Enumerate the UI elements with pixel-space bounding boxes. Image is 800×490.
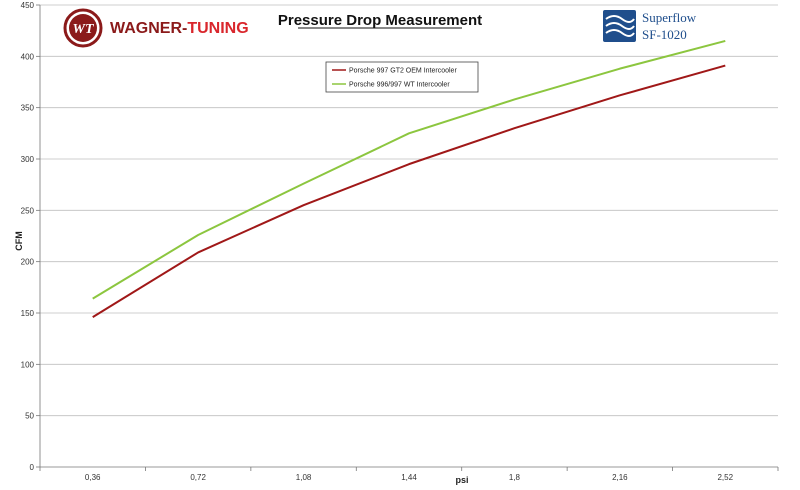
x-tick-labels: 0,36 0,72 1,08 1,44 1,8 2,16 2,52: [39, 467, 779, 482]
legend-entry-wt: Porsche 996/997 WT Intercooler: [349, 82, 450, 89]
x-axis-label: psi: [455, 475, 468, 485]
y-tick-label: 100: [21, 360, 35, 369]
y-tick-label: 200: [21, 258, 35, 267]
axes: [39, 5, 778, 468]
superflow-wave-3-icon: [605, 29, 635, 37]
x-tick-label: 1,08: [296, 473, 312, 482]
series-lines: [92, 39, 726, 318]
chart-title: Pressure Drop Measurement: [278, 12, 482, 29]
y-tick-labels: 0 50 100 150 200 250 300 350 400 450: [21, 1, 40, 472]
legend: Porsche 997 GT2 OEM Intercooler Porsche …: [325, 61, 479, 93]
x-tick-label: 2,16: [612, 473, 628, 482]
y-tick-label: 50: [25, 412, 34, 421]
y-tick-label: 250: [21, 206, 35, 215]
superflow-wave-1-icon: [605, 15, 635, 23]
y-tick-label: 400: [21, 52, 35, 61]
x-tick-label: 0,72: [190, 473, 206, 482]
superflow-name: Superflow: [642, 10, 697, 25]
wordmark-wagner: WAGNER-: [110, 20, 187, 37]
y-tick-label: 450: [21, 1, 35, 10]
y-axis-label: CFM: [14, 231, 24, 251]
x-tick-label: 2,52: [717, 473, 733, 482]
y-tick-label: 300: [21, 155, 35, 164]
y-tick-label: 150: [21, 309, 35, 318]
y-tick-label: 350: [21, 104, 35, 113]
wordmark-tuning: TUNING: [187, 20, 248, 37]
x-tick-label: 1,8: [509, 473, 521, 482]
superflow-model: SF-1020: [642, 27, 687, 42]
wt-logo-emblem-fill-icon: [69, 14, 97, 42]
grid: [40, 4, 778, 417]
wagner-tuning-logo: WT WAGNER-TUNING: [63, 8, 249, 48]
legend-box: [325, 61, 479, 93]
legend-entry-oem: Porsche 997 GT2 OEM Intercooler: [349, 68, 457, 75]
y-tick-label: 0: [30, 463, 35, 472]
superflow-logo: Superflow SF-1020: [603, 10, 697, 42]
wagner-tuning-wordmark: WAGNER-TUNING: [110, 20, 249, 37]
x-tick-label: 1,44: [401, 473, 417, 482]
x-tick-label: 0,36: [85, 473, 101, 482]
wt-logo-letters: WT: [73, 22, 95, 37]
superflow-wave-icon: [603, 10, 636, 42]
superflow-wave-2-icon: [605, 22, 635, 30]
